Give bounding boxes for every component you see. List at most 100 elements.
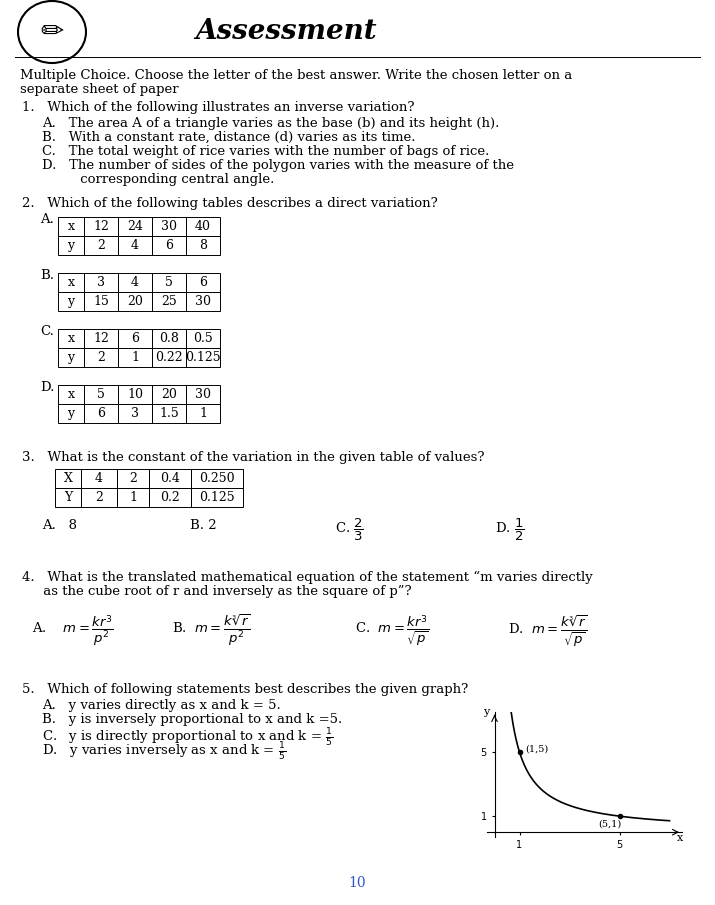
Text: 8: 8 xyxy=(199,239,207,252)
Bar xyxy=(152,329,186,348)
Bar xyxy=(84,329,118,348)
Text: 3: 3 xyxy=(97,276,105,289)
Bar xyxy=(186,385,220,404)
Bar xyxy=(55,488,81,507)
Text: D.   The number of sides of the polygon varies with the measure of the: D. The number of sides of the polygon va… xyxy=(42,159,514,172)
Text: 0.250: 0.250 xyxy=(199,472,235,485)
Bar xyxy=(118,273,152,292)
Text: x: x xyxy=(67,332,74,345)
Text: 0.2: 0.2 xyxy=(160,491,180,504)
Bar xyxy=(58,404,84,423)
Bar xyxy=(84,292,118,311)
Bar xyxy=(84,273,118,292)
Bar xyxy=(191,488,243,507)
Bar xyxy=(186,348,220,367)
Text: 3: 3 xyxy=(131,407,139,420)
Bar xyxy=(152,273,186,292)
Text: 25: 25 xyxy=(161,295,177,308)
Bar xyxy=(84,217,118,236)
Text: B.  $m = \dfrac{k\sqrt[3]{r}}{p^2}$: B. $m = \dfrac{k\sqrt[3]{r}}{p^2}$ xyxy=(172,613,250,648)
Text: 0.8: 0.8 xyxy=(159,332,179,345)
Text: 20: 20 xyxy=(161,388,177,401)
Text: 30: 30 xyxy=(195,388,211,401)
Bar xyxy=(152,385,186,404)
Text: B.   y is inversely proportional to x and k =5.: B. y is inversely proportional to x and … xyxy=(42,713,342,726)
Bar xyxy=(152,236,186,255)
Text: y: y xyxy=(67,295,74,308)
Text: x: x xyxy=(67,388,74,401)
Bar xyxy=(152,404,186,423)
Text: B.   With a constant rate, distance (d) varies as its time.: B. With a constant rate, distance (d) va… xyxy=(42,131,415,144)
Text: Multiple Choice. Choose the letter of the best answer. Write the chosen letter o: Multiple Choice. Choose the letter of th… xyxy=(20,69,572,82)
Text: 0.125: 0.125 xyxy=(185,351,221,364)
Bar xyxy=(81,469,117,488)
Text: 24: 24 xyxy=(127,220,143,233)
Text: 4.   What is the translated mathematical equation of the statement “m varies dir: 4. What is the translated mathematical e… xyxy=(22,571,593,585)
Bar xyxy=(55,469,81,488)
Text: 0.125: 0.125 xyxy=(199,491,235,504)
Text: corresponding central angle.: corresponding central angle. xyxy=(42,173,275,186)
Text: X: X xyxy=(64,472,72,485)
Bar xyxy=(152,217,186,236)
Text: 6: 6 xyxy=(131,332,139,345)
Bar xyxy=(84,348,118,367)
Text: (5,1): (5,1) xyxy=(598,820,621,829)
Text: A.   y varies directly as x and k = 5.: A. y varies directly as x and k = 5. xyxy=(42,699,281,712)
Text: y: y xyxy=(67,407,74,420)
Text: 10: 10 xyxy=(127,388,143,401)
Text: as the cube root of r and inversely as the square of p”?: as the cube root of r and inversely as t… xyxy=(22,585,412,598)
Text: separate sheet of paper: separate sheet of paper xyxy=(20,83,179,96)
Text: C.  $m = \dfrac{kr^3}{\sqrt{p}}$: C. $m = \dfrac{kr^3}{\sqrt{p}}$ xyxy=(355,613,429,649)
Text: 1: 1 xyxy=(199,407,207,420)
Text: 5: 5 xyxy=(97,388,105,401)
Text: 1.5: 1.5 xyxy=(159,407,179,420)
Text: y: y xyxy=(67,351,74,364)
Text: C. $\dfrac{2}{3}$: C. $\dfrac{2}{3}$ xyxy=(335,517,364,543)
Text: x: x xyxy=(67,220,74,233)
Bar xyxy=(152,348,186,367)
Bar xyxy=(186,404,220,423)
Text: 0.5: 0.5 xyxy=(193,332,213,345)
Bar xyxy=(58,236,84,255)
Text: A.   The area A of a triangle varies as the base (b) and its height (h).: A. The area A of a triangle varies as th… xyxy=(42,117,499,130)
Text: A.   8: A. 8 xyxy=(42,519,77,532)
Bar xyxy=(186,292,220,311)
Text: 6: 6 xyxy=(165,239,173,252)
Text: B.: B. xyxy=(40,269,54,282)
Text: A.: A. xyxy=(40,213,54,226)
Text: Assessment: Assessment xyxy=(195,18,377,45)
Text: 4: 4 xyxy=(131,239,139,252)
Text: A.    $m = \dfrac{kr^3}{p^2}$: A. $m = \dfrac{kr^3}{p^2}$ xyxy=(32,613,114,648)
Text: 10: 10 xyxy=(348,876,366,890)
Text: 5.   Which of following statements best describes the given graph?: 5. Which of following statements best de… xyxy=(22,683,468,696)
Bar xyxy=(118,404,152,423)
Text: 2: 2 xyxy=(97,351,105,364)
Text: 30: 30 xyxy=(195,295,211,308)
Text: 0.22: 0.22 xyxy=(155,351,183,364)
Bar xyxy=(58,217,84,236)
Bar xyxy=(118,385,152,404)
Text: D. $\dfrac{1}{2}$: D. $\dfrac{1}{2}$ xyxy=(495,517,525,543)
Text: 2: 2 xyxy=(95,491,103,504)
Text: 30: 30 xyxy=(161,220,177,233)
Bar xyxy=(58,348,84,367)
Bar xyxy=(58,329,84,348)
Bar xyxy=(118,292,152,311)
Text: 2.   Which of the following tables describes a direct variation?: 2. Which of the following tables describ… xyxy=(22,197,438,210)
Bar xyxy=(186,217,220,236)
Text: 6: 6 xyxy=(199,276,207,289)
Bar xyxy=(118,236,152,255)
Bar xyxy=(118,217,152,236)
Text: 1.   Which of the following illustrates an inverse variation?: 1. Which of the following illustrates an… xyxy=(22,101,415,114)
Bar xyxy=(118,348,152,367)
Text: 1: 1 xyxy=(131,351,139,364)
Text: B. 2: B. 2 xyxy=(190,519,217,532)
Text: y: y xyxy=(483,707,490,717)
Text: 1: 1 xyxy=(129,491,137,504)
Text: Y: Y xyxy=(64,491,72,504)
Bar xyxy=(117,469,149,488)
Text: D.: D. xyxy=(40,381,54,394)
Bar xyxy=(117,488,149,507)
Text: ✏: ✏ xyxy=(40,18,64,46)
Bar xyxy=(58,292,84,311)
